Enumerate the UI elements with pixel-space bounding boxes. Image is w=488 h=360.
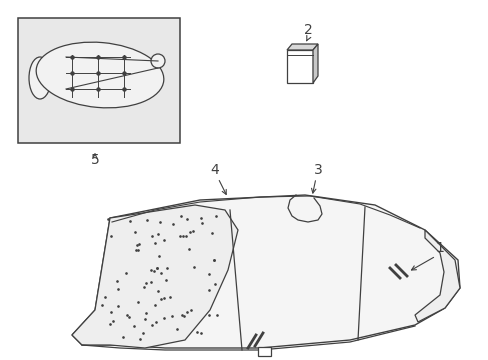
FancyBboxPatch shape xyxy=(18,18,180,143)
Text: 2: 2 xyxy=(303,23,312,37)
FancyBboxPatch shape xyxy=(257,346,270,356)
Text: 3: 3 xyxy=(313,163,322,177)
Text: 5: 5 xyxy=(90,153,99,167)
Circle shape xyxy=(151,54,164,68)
Polygon shape xyxy=(72,195,459,348)
Text: 1: 1 xyxy=(435,241,444,255)
Polygon shape xyxy=(312,44,317,83)
Polygon shape xyxy=(414,230,459,322)
Text: 4: 4 xyxy=(210,163,219,177)
Ellipse shape xyxy=(36,42,163,108)
Polygon shape xyxy=(286,50,312,83)
Polygon shape xyxy=(72,205,238,348)
Polygon shape xyxy=(286,44,317,50)
Ellipse shape xyxy=(29,57,51,99)
